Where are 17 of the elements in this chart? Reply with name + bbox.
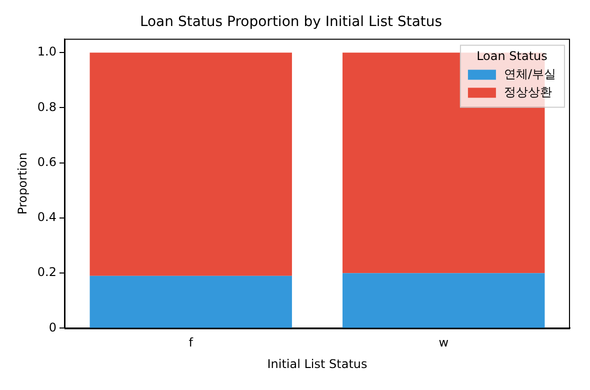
y-tick-label: 1.0 <box>37 44 56 59</box>
bar <box>90 276 292 328</box>
legend-title: Loan Status <box>476 48 548 63</box>
legend-label: 연체/부실 <box>504 66 556 81</box>
bar <box>90 52 292 276</box>
y-tick-label: 0.4 <box>37 210 56 224</box>
y-tick-label: 0.8 <box>37 100 56 114</box>
legend-label: 정상상환 <box>504 84 552 99</box>
x-axis-title: Initial List Status <box>267 356 368 371</box>
y-tick-label: 0.6 <box>37 154 56 169</box>
y-tick-label: 0.2 <box>37 265 56 280</box>
bar <box>342 273 545 328</box>
x-tick-label: w <box>438 336 449 350</box>
y-tick-label: 0 <box>48 320 56 334</box>
y-axis-title: Proportion <box>15 152 30 214</box>
x-tick-label: f <box>188 336 194 350</box>
chart-title: Loan Status Proportion by Initial List Status <box>140 14 442 30</box>
